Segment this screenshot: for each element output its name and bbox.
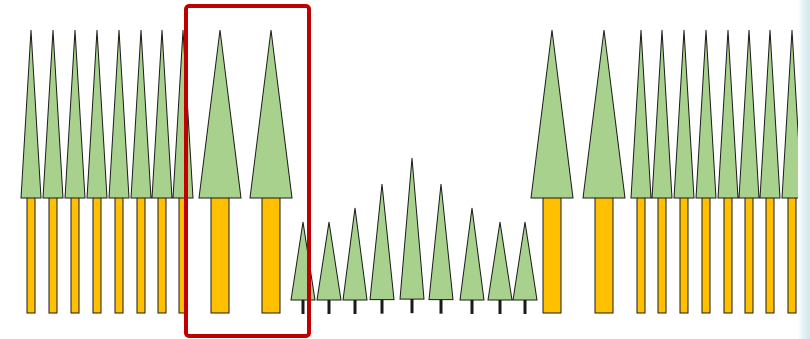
tree-canopy — [290, 221, 316, 301]
tree-trunk — [701, 197, 711, 314]
tree-canopy — [673, 29, 695, 199]
tree-canopy — [738, 29, 760, 199]
tree-stem — [301, 300, 305, 314]
tree — [530, 29, 574, 314]
short-tree — [399, 157, 425, 314]
tree — [42, 29, 64, 314]
tree — [20, 29, 42, 314]
highlight-box — [184, 4, 311, 338]
tree-canopy — [172, 29, 194, 199]
tree-trunk — [92, 197, 102, 314]
tree-stem — [353, 300, 357, 314]
tree — [717, 29, 739, 314]
tree-trunk — [765, 197, 775, 314]
left-tall-narrow-group — [20, 29, 194, 314]
tree-trunk — [48, 197, 58, 314]
tree-canopy — [582, 29, 626, 199]
short-tree — [459, 207, 485, 314]
tree — [64, 29, 86, 314]
tree-canopy — [198, 29, 242, 199]
tree-canopy — [249, 29, 293, 199]
tree-trunk — [210, 197, 230, 314]
tree-trunk — [723, 197, 733, 314]
tree-canopy — [108, 29, 130, 199]
tree-row — [20, 29, 803, 314]
tree-canopy — [717, 29, 739, 199]
tree-trunk — [157, 197, 167, 314]
tree-stem — [498, 300, 502, 314]
tree-trunk — [636, 197, 646, 314]
tree-trunk — [114, 197, 124, 314]
right-tall-wide-group — [530, 29, 626, 314]
tree — [781, 29, 803, 314]
tree-canopy — [428, 183, 454, 301]
tree — [249, 29, 293, 314]
tree-trunk — [261, 197, 281, 314]
tree-canopy — [512, 221, 538, 301]
tree-trunk — [542, 197, 562, 314]
edge-band — [798, 0, 810, 339]
tree-trunk — [70, 197, 80, 314]
tree-stem — [439, 299, 443, 314]
tree — [151, 29, 173, 314]
tree — [695, 29, 717, 314]
tree-trunk — [787, 197, 797, 314]
tree-canopy — [630, 29, 652, 199]
tree-canopy — [151, 29, 173, 199]
short-tree — [342, 207, 368, 314]
tree-trunk — [744, 197, 754, 314]
tree — [86, 29, 108, 314]
tree-canopy — [20, 29, 42, 199]
tree-canopy — [316, 221, 342, 301]
tree-canopy — [42, 29, 64, 199]
tree-trunk — [594, 197, 614, 314]
tree-canopy — [459, 207, 485, 301]
short-tree — [487, 221, 513, 314]
highlighted-wide-group — [198, 29, 293, 314]
tree-canopy — [530, 29, 574, 199]
tree-canopy — [86, 29, 108, 199]
short-tree — [290, 221, 316, 314]
tree-canopy — [399, 157, 425, 300]
right-tall-narrow-group — [630, 29, 803, 314]
tree-canopy — [487, 221, 513, 301]
tree — [198, 29, 242, 314]
tree-canopy — [759, 29, 781, 199]
short-tree — [428, 183, 454, 314]
short-trees-group — [290, 157, 538, 314]
tree-stem — [410, 299, 414, 314]
tree — [738, 29, 760, 314]
tree-canopy — [64, 29, 86, 199]
tree-stem — [470, 300, 474, 314]
tree-canopy — [342, 207, 368, 301]
tree-canopy — [781, 29, 803, 199]
tree — [673, 29, 695, 314]
tree-stem — [523, 300, 527, 314]
tree-trunk — [136, 197, 146, 314]
tree-trunk — [26, 197, 36, 314]
short-tree — [316, 221, 342, 314]
tree — [108, 29, 130, 314]
tree — [651, 29, 673, 314]
tree — [130, 29, 152, 314]
tree-canopy — [130, 29, 152, 199]
tree-trunk — [679, 197, 689, 314]
tree — [582, 29, 626, 314]
tree-stem — [380, 299, 384, 314]
tree — [172, 29, 194, 314]
tree-canopy — [369, 183, 395, 301]
tree-trunk — [657, 197, 667, 314]
tree — [759, 29, 781, 314]
tree-canopy — [695, 29, 717, 199]
tree-canopy — [651, 29, 673, 199]
tree — [630, 29, 652, 314]
tree-stem — [327, 300, 331, 314]
short-tree — [512, 221, 538, 314]
short-tree — [369, 183, 395, 314]
